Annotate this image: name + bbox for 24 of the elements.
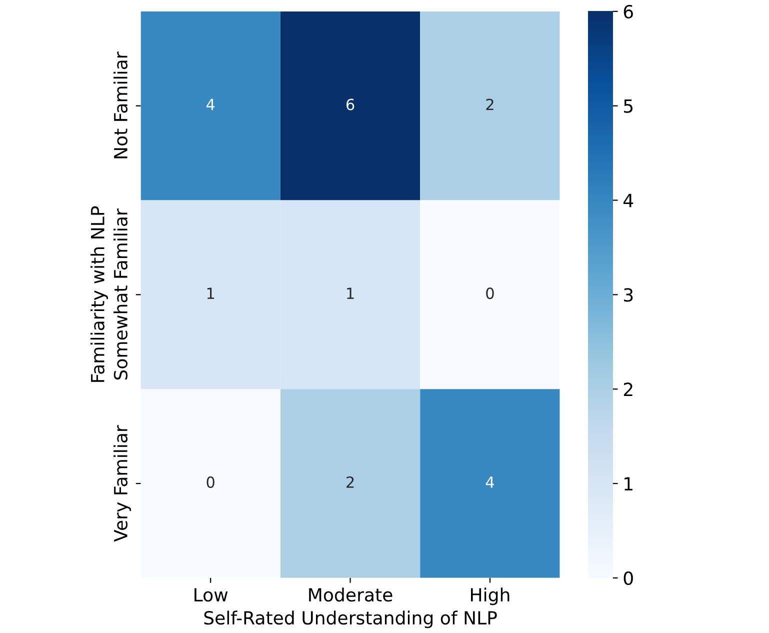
data-label: 0 <box>486 288 494 300</box>
y-tick-label: Not Familiar <box>114 52 128 158</box>
x-tick-label: Low <box>194 588 228 602</box>
color-bar-label: 5 <box>624 100 633 113</box>
y-tick-label: Very Familiar <box>114 425 132 542</box>
color-bar-label: 4 <box>624 194 634 208</box>
x-axis-title: Self-Rated Understanding of NLP <box>204 610 497 628</box>
color-bar-label: 1 <box>624 477 632 490</box>
data-label: 4 <box>206 98 215 110</box>
data-label: 0 <box>206 476 214 488</box>
data-label: 1 <box>207 288 214 299</box>
color-bar-label: 0 <box>624 571 633 586</box>
y-tick-label: Somewhat Familiar <box>114 208 128 380</box>
color-bar-label: 3 <box>624 288 633 302</box>
x-tick-label: High <box>471 588 510 606</box>
x-tick-label: Moderate <box>309 588 392 602</box>
color-bar-label: 2 <box>624 382 632 396</box>
data-label: 4 <box>486 476 494 488</box>
data-label: 2 <box>486 98 494 110</box>
y-axis-title: Familiarity with NLP <box>90 206 108 382</box>
data-label: 1 <box>347 288 354 299</box>
data-label: 6 <box>346 98 354 110</box>
data-label: 2 <box>346 476 354 488</box>
color-bar-label: 6 <box>624 4 633 19</box>
